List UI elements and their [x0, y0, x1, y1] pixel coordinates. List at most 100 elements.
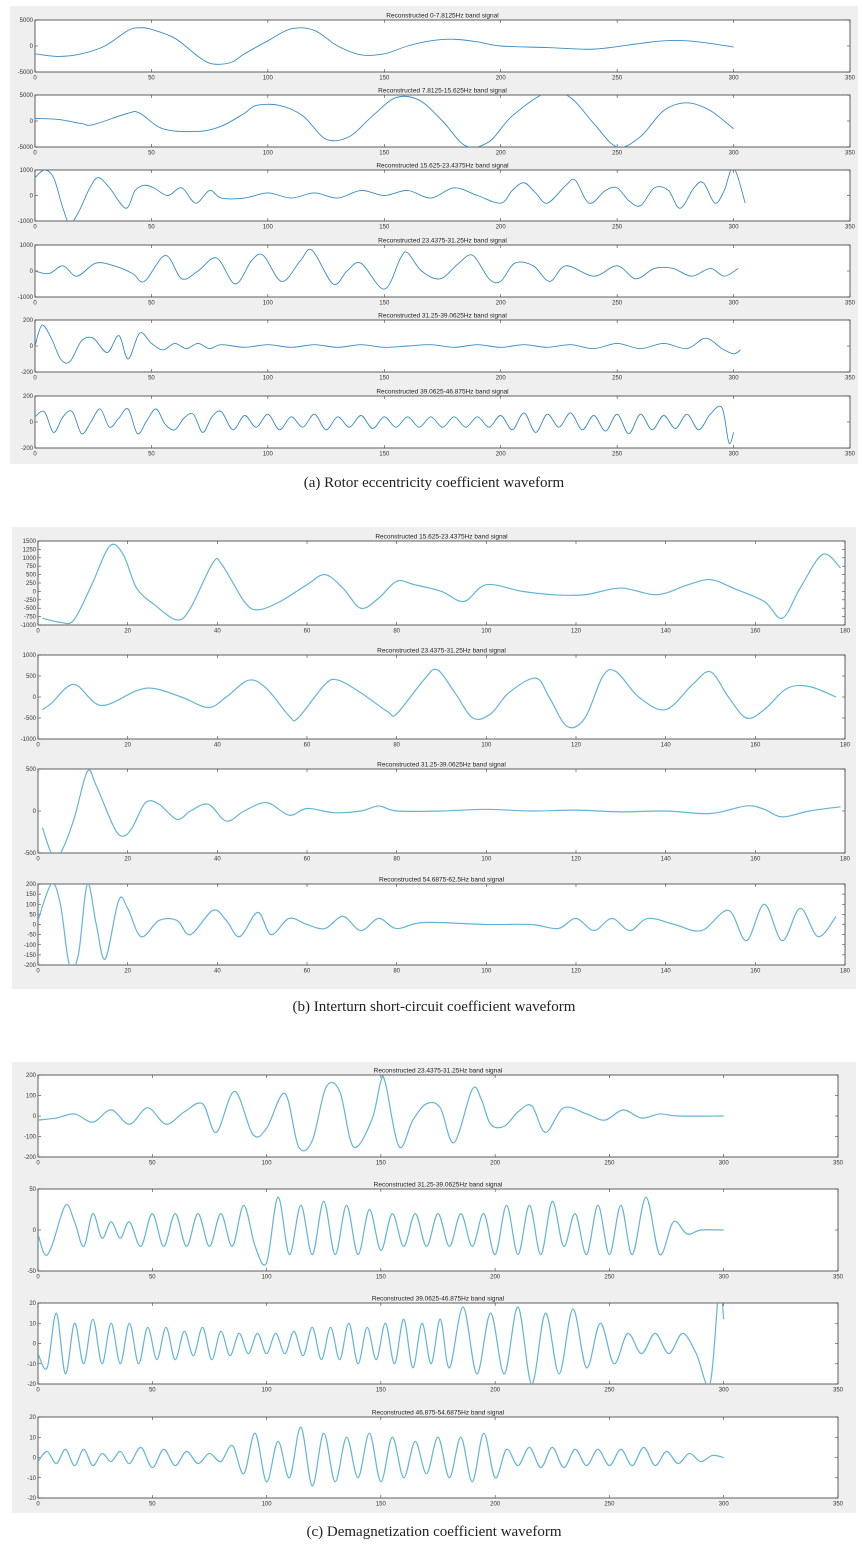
plot-area [37, 540, 846, 626]
x-tick-label: 0 [33, 225, 37, 231]
x-tick-label: 250 [604, 1502, 615, 1508]
x-tick-label: 140 [661, 857, 672, 863]
plot-area [37, 1302, 839, 1385]
x-tick-label: 150 [376, 1502, 387, 1508]
y-tick-label: -750 [24, 615, 37, 621]
x-tick-label: 50 [148, 225, 155, 231]
y-tick-label: 750 [26, 564, 37, 570]
x-tick-label: 80 [393, 857, 400, 863]
x-tick-label: 300 [729, 225, 740, 231]
x-tick-label: 50 [149, 1275, 156, 1281]
x-tick-label: 20 [124, 857, 131, 863]
y-tick-label: -1000 [21, 623, 37, 629]
subplot-title: Reconstructed 46.875-54.6875Hz band sign… [372, 1410, 505, 1417]
x-tick-label: 350 [845, 376, 856, 382]
x-tick-label: 180 [840, 857, 851, 863]
y-tick-label: 0 [30, 420, 34, 426]
x-tick-label: 350 [845, 225, 856, 231]
x-tick-label: 250 [612, 76, 623, 82]
x-tick-label: 60 [304, 743, 311, 749]
x-tick-label: 150 [376, 1161, 387, 1167]
subplot-title: Reconstructed 15.625-23.4375Hz band sign… [376, 163, 509, 170]
x-tick-label: 80 [393, 629, 400, 635]
waveform-series [42, 543, 841, 625]
x-tick-label: 100 [263, 301, 274, 307]
y-tick-label: 250 [26, 581, 37, 587]
x-tick-label: 300 [729, 76, 740, 82]
y-tick-label: 20 [29, 1301, 36, 1307]
x-tick-label: 100 [263, 151, 274, 157]
waveform-series [35, 27, 734, 65]
subplot-title: Reconstructed 31.25-39.0625Hz band signa… [378, 313, 507, 320]
y-tick-label: -500 [24, 716, 37, 722]
figure-b-caption: (b) Interturn short-circuit coefficient … [292, 999, 576, 1015]
x-tick-label: 200 [496, 151, 507, 157]
y-tick-label: 500 [26, 767, 37, 773]
plot-area [34, 169, 851, 222]
y-tick-label: -10 [27, 1476, 36, 1482]
x-tick-label: 50 [148, 376, 155, 382]
y-tick-label: 100 [26, 902, 37, 908]
y-tick-label: 1000 [23, 556, 37, 562]
x-tick-label: 200 [490, 1502, 501, 1508]
figure-0: Reconstructed 0-7.8125Hz band signal 0 50 1… [18, 13, 856, 458]
y-tick-label: 0 [30, 269, 34, 275]
x-tick-label: 300 [729, 452, 740, 458]
x-tick-label: 100 [262, 1275, 273, 1281]
plot-area [37, 1416, 839, 1499]
subplot-title: Reconstructed 23.4375-31.25Hz band signa… [374, 1068, 503, 1075]
x-tick-label: 40 [214, 743, 221, 749]
subplot-title: Reconstructed 15.625-23.4375Hz band sign… [375, 534, 508, 541]
x-tick-label: 150 [379, 301, 390, 307]
y-tick-label: 0 [33, 1342, 37, 1348]
x-tick-label: 0 [33, 376, 37, 382]
plot-area [34, 244, 851, 298]
y-tick-label: -500 [24, 851, 37, 857]
x-tick-label: 250 [612, 376, 623, 382]
x-tick-label: 40 [214, 969, 221, 975]
y-tick-label: 100 [26, 1094, 37, 1100]
x-tick-label: 160 [750, 629, 761, 635]
x-tick-label: 160 [750, 857, 761, 863]
waveform-series [38, 1303, 725, 1384]
x-tick-label: 250 [604, 1275, 615, 1281]
x-tick-label: 0 [36, 969, 40, 975]
y-tick-label: -200 [21, 370, 34, 376]
x-tick-label: 250 [604, 1161, 615, 1167]
x-tick-label: 0 [33, 301, 37, 307]
y-tick-label: 0 [33, 589, 37, 595]
waveform-series [35, 95, 734, 147]
x-tick-label: 150 [379, 376, 390, 382]
y-tick-label: -200 [24, 963, 37, 969]
y-tick-label: 0 [30, 119, 34, 125]
y-tick-label: 200 [23, 318, 34, 324]
subplot-0-4: Reconstructed 31.25-39.0625Hz band signa… [21, 313, 856, 382]
x-tick-label: 120 [571, 969, 582, 975]
x-tick-label: 0 [36, 1275, 40, 1281]
y-tick-label: -1000 [21, 737, 37, 743]
subplot-title: Reconstructed 31.25-39.0625Hz band signa… [374, 1182, 503, 1189]
x-tick-label: 50 [149, 1388, 156, 1394]
x-tick-label: 0 [36, 743, 40, 749]
x-tick-label: 120 [571, 857, 582, 863]
x-tick-label: 350 [833, 1161, 844, 1167]
waveform-series [35, 405, 734, 445]
x-tick-label: 100 [481, 629, 492, 635]
x-tick-label: 200 [490, 1275, 501, 1281]
x-tick-label: 100 [262, 1502, 273, 1508]
x-tick-label: 300 [719, 1161, 730, 1167]
x-tick-label: 350 [845, 301, 856, 307]
subplot-title: Reconstructed 23.4375-31.25Hz band signa… [378, 238, 507, 245]
y-tick-label: -200 [21, 446, 34, 452]
plot-area [37, 654, 846, 740]
x-tick-label: 40 [214, 857, 221, 863]
x-tick-label: 0 [33, 151, 37, 157]
x-tick-label: 300 [719, 1388, 730, 1394]
plot-area [34, 395, 851, 449]
subplot-0-3: Reconstructed 23.4375-31.25Hz band signa… [18, 238, 856, 307]
subplot-0-5: Reconstructed 39.0625-46.875Hz band sign… [21, 389, 856, 458]
x-tick-label: 180 [840, 629, 851, 635]
x-tick-label: 350 [845, 452, 856, 458]
figure-c-caption: (c) Demagnetization coefficient waveform [306, 1524, 562, 1540]
